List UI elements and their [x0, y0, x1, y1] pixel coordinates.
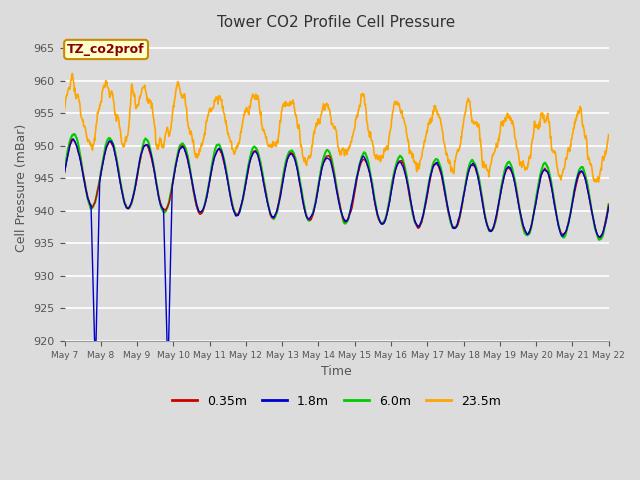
6.0m — [182, 146, 189, 152]
Line: 1.8m: 1.8m — [65, 139, 609, 368]
23.5m — [68, 71, 76, 76]
6.0m — [541, 160, 548, 166]
1.8m — [61, 170, 68, 176]
0.35m — [169, 181, 177, 187]
X-axis label: Time: Time — [321, 365, 352, 378]
1.8m — [169, 178, 177, 183]
Line: 6.0m: 6.0m — [65, 134, 609, 240]
1.8m — [243, 172, 251, 178]
6.0m — [70, 131, 78, 137]
6.0m — [169, 180, 177, 186]
0.35m — [493, 215, 500, 221]
23.5m — [182, 103, 189, 109]
0.35m — [421, 204, 429, 210]
6.0m — [421, 202, 429, 207]
Line: 0.35m: 0.35m — [65, 139, 609, 238]
23.5m — [541, 118, 548, 124]
23.5m — [493, 141, 500, 146]
Legend: 0.35m, 1.8m, 6.0m, 23.5m: 0.35m, 1.8m, 6.0m, 23.5m — [167, 390, 506, 413]
0.35m — [61, 170, 68, 176]
23.5m — [595, 179, 602, 185]
6.0m — [243, 173, 251, 179]
Text: TZ_co2prof: TZ_co2prof — [67, 43, 145, 56]
6.0m — [595, 237, 603, 242]
23.5m — [169, 108, 177, 114]
1.8m — [605, 204, 612, 210]
1.8m — [69, 136, 77, 142]
0.35m — [596, 235, 604, 240]
0.35m — [182, 151, 189, 157]
1.8m — [541, 167, 548, 173]
23.5m — [243, 105, 251, 110]
1.8m — [422, 199, 429, 205]
Line: 23.5m: 23.5m — [65, 73, 609, 182]
Y-axis label: Cell Pressure (mBar): Cell Pressure (mBar) — [15, 124, 28, 252]
6.0m — [493, 215, 500, 220]
Title: Tower CO2 Profile Cell Pressure: Tower CO2 Profile Cell Pressure — [218, 15, 456, 30]
23.5m — [605, 132, 612, 138]
1.8m — [493, 211, 500, 216]
0.35m — [605, 202, 612, 208]
23.5m — [421, 137, 429, 143]
0.35m — [243, 176, 251, 181]
1.8m — [182, 151, 190, 157]
6.0m — [61, 167, 68, 173]
0.35m — [541, 166, 548, 172]
1.8m — [164, 365, 172, 371]
0.35m — [69, 136, 77, 142]
6.0m — [605, 201, 612, 207]
23.5m — [61, 107, 68, 112]
